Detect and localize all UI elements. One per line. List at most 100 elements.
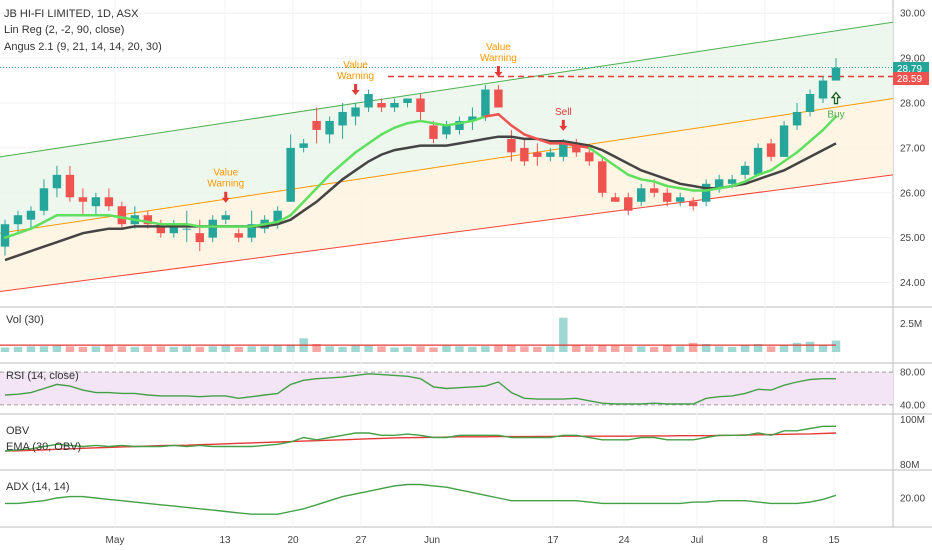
fast-ema-segment (497, 112, 513, 127)
candle-body (455, 120, 464, 130)
fast-ema-segment (276, 213, 292, 224)
linreg-upper-line (0, 21, 894, 158)
candle-body (91, 197, 101, 207)
candle-body (273, 210, 282, 225)
volume-bar (247, 346, 256, 352)
volume-bar (572, 345, 581, 352)
time-axis-label: 24 (618, 535, 630, 546)
fast-ema-segment (536, 137, 552, 145)
level-price-label: 28.59 (897, 74, 922, 85)
candle-body (779, 125, 789, 157)
volume-bar (208, 346, 217, 352)
volume-bar (104, 345, 114, 352)
annotations: ValueWarningValueWarningValueWarningSell… (207, 42, 845, 203)
candle-body (649, 188, 659, 193)
fast-ema-segment (562, 142, 578, 147)
candle-body (598, 161, 607, 193)
time-axis-label: 13 (219, 535, 231, 546)
rsi-axis-label: 80.00 (900, 368, 925, 379)
volume-bar (637, 346, 646, 352)
volume-bar (221, 345, 230, 352)
candle-body (416, 98, 425, 112)
sell-label: Sell (555, 107, 572, 118)
candle-body (78, 197, 88, 202)
fast-ema-segment (704, 187, 721, 192)
fast-ema-segment (614, 164, 630, 177)
linreg-lower-fill (0, 98, 893, 292)
warn-arrow-icon (351, 84, 360, 95)
volume-bar (662, 345, 672, 352)
warn-arrow-icon (494, 66, 503, 78)
candle-body (792, 111, 802, 126)
fast-ema-segment (419, 119, 435, 125)
candle-body (390, 103, 399, 108)
volume-bar (779, 345, 789, 352)
fast-ema-segment (484, 112, 500, 118)
volume-bar (701, 344, 711, 352)
candle-body (169, 224, 179, 234)
candle-body (637, 188, 646, 202)
fast-ema-segment (328, 162, 344, 177)
fast-ema-segment (808, 128, 825, 143)
volume-bar (65, 346, 75, 352)
volume-bar (91, 346, 101, 352)
candle-body (377, 103, 386, 108)
volume-bar (546, 346, 555, 352)
volume-bar (766, 346, 776, 352)
candle-body (403, 98, 412, 103)
price-axis-label: 27.00 (900, 143, 925, 154)
volume-bar (520, 346, 529, 352)
vol-legend: Vol (30) (6, 314, 44, 326)
fast-ema-segment (523, 133, 539, 141)
fast-ema-segment (380, 126, 396, 136)
level-price-badge (893, 72, 929, 85)
axes: 24.00 25.00 26.00 27.00 28.00 29.00 30.00 May 13… (106, 9, 926, 546)
volume-bar (649, 346, 659, 352)
candle-body (559, 143, 568, 157)
volume-bar (455, 346, 464, 352)
volume-bar (416, 346, 425, 352)
candle-body (13, 215, 23, 225)
value-warning-label: Warning (207, 179, 244, 190)
angus-legend: Angus 2.1 (9, 21, 14, 14, 20, 30) (4, 41, 162, 53)
fast-ema-segment (471, 115, 487, 123)
fast-ema-segment (289, 200, 305, 217)
fast-ema-segment (263, 220, 279, 226)
fast-ema-segment (3, 231, 20, 239)
volume-bar (403, 346, 412, 352)
price-axis-label: 25.00 (900, 233, 925, 244)
time-axis-label: 8 (762, 535, 768, 546)
volume-bar (753, 344, 763, 352)
volume-bar (26, 346, 36, 352)
volume-bar (182, 346, 192, 352)
value-warning-label: Value (213, 168, 238, 179)
volume-bar (156, 346, 166, 352)
time-axis-label: Jul (691, 535, 704, 546)
time-axis-label: 27 (355, 535, 367, 546)
fast-ema-segment (743, 173, 760, 183)
time-axis-label: May (106, 535, 125, 546)
time-axis-label: 17 (547, 535, 559, 546)
volume-bar (364, 345, 373, 352)
candle-body (624, 197, 633, 211)
candle-body (675, 197, 685, 202)
fast-ema-segment (795, 139, 812, 154)
value-warning-label: Warning (337, 71, 374, 82)
volume-bar (714, 346, 724, 352)
adx-line (5, 483, 837, 515)
candle-body (533, 152, 542, 157)
obv-ema-legend: EMA (30, OBV) (6, 441, 81, 453)
volume-bar (598, 345, 607, 352)
candle-body (325, 120, 334, 135)
volume-bar (494, 345, 503, 352)
candle-body (585, 152, 594, 162)
volume-pane (0, 317, 841, 352)
volume-bar (13, 346, 23, 352)
fast-ema-segment (782, 151, 799, 163)
fast-ema-segment (588, 146, 604, 159)
fast-ema-segment (367, 133, 383, 145)
volume-bar (312, 344, 321, 352)
fast-ema-segment (315, 173, 331, 190)
